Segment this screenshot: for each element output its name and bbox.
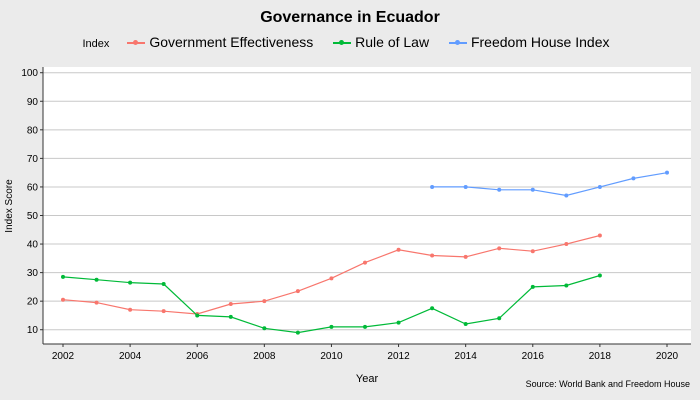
data-point-rule-of-law: [564, 283, 569, 288]
data-point-rule-of-law: [161, 282, 166, 287]
x-tick-label: 2008: [253, 351, 276, 362]
data-point-government-effectiveness: [463, 254, 468, 259]
data-point-government-effectiveness: [363, 260, 367, 265]
data-point-rule-of-law: [430, 306, 435, 311]
data-point-freedom-house-index: [530, 187, 535, 192]
y-tick-label: 40: [27, 240, 39, 251]
data-point-government-effectiveness: [497, 246, 502, 251]
series-government-effectiveness: [61, 233, 602, 317]
data-point-rule-of-law: [363, 324, 367, 329]
y-tick-label: 50: [27, 211, 39, 222]
legend-title: Index: [82, 38, 110, 50]
y-axis-label: Index Score: [4, 179, 15, 233]
legend-item-freedom-house-index: Freedom House Index: [448, 34, 610, 50]
x-axis-label: Year: [356, 373, 379, 385]
data-point-rule-of-law: [295, 330, 300, 335]
data-point-government-effectiveness: [228, 302, 233, 307]
x-tick-label: 2020: [656, 351, 679, 362]
data-point-rule-of-law: [94, 277, 99, 282]
data-point-government-effectiveness: [329, 276, 334, 281]
data-point-rule-of-law: [597, 273, 602, 278]
data-point-rule-of-law: [530, 284, 535, 289]
y-tick-label: 60: [27, 182, 39, 193]
data-point-rule-of-law: [497, 316, 502, 321]
x-tick-label: 2012: [387, 351, 410, 362]
legend-label: Freedom House Index: [470, 34, 610, 50]
axes: 10 20 30 40 50 60 70 80 90 100 2002 2004 2006 2008 201…: [21, 67, 691, 362]
data-point-rule-of-law: [61, 274, 65, 279]
x-tick-label: 2016: [522, 351, 545, 362]
x-tick-label: 2004: [119, 351, 142, 362]
y-tick-label: 10: [27, 325, 39, 336]
legend: Index Government Effectiveness Rule of L…: [0, 34, 700, 50]
data-point-rule-of-law: [463, 322, 468, 327]
data-point-rule-of-law: [128, 280, 133, 285]
data-point-freedom-house-index: [665, 170, 669, 175]
data-point-rule-of-law: [195, 313, 200, 318]
series-rule-of-law: [61, 273, 602, 335]
legend-item-rule-of-law: Rule of Law: [333, 34, 429, 50]
data-point-government-effectiveness: [396, 247, 401, 252]
chart-title: Governance in Ecuador: [260, 9, 440, 26]
data-point-government-effectiveness: [262, 299, 267, 304]
y-tick-label: 90: [27, 97, 39, 108]
data-point-government-effectiveness: [295, 289, 300, 294]
data-point-freedom-house-index: [631, 176, 636, 181]
y-tick-label: 80: [27, 125, 39, 136]
y-tick-label: 20: [27, 297, 39, 308]
legend-label: Government Effectiveness: [149, 34, 314, 50]
data-point-government-effectiveness: [597, 233, 602, 238]
data-point-freedom-house-index: [564, 193, 569, 198]
data-point-government-effectiveness: [564, 242, 569, 247]
y-tick-label: 100: [21, 68, 38, 79]
x-tick-label: 2018: [589, 351, 612, 362]
data-point-government-effectiveness: [61, 297, 65, 302]
data-point-rule-of-law: [329, 324, 334, 329]
source-note: Source: World Bank and Freedom House: [525, 379, 690, 389]
x-tick-label: 2002: [52, 351, 75, 362]
legend-key: [127, 38, 146, 48]
data-point-government-effectiveness: [94, 300, 99, 305]
data-point-government-effectiveness: [430, 253, 435, 258]
data-point-rule-of-law: [228, 314, 233, 319]
data-point-government-effectiveness: [161, 309, 166, 314]
data-point-freedom-house-index: [463, 184, 468, 189]
x-tick-label: 2014: [455, 351, 478, 362]
legend-label: Rule of Law: [355, 34, 430, 50]
series-layer: [61, 170, 669, 335]
x-tick-label: 2010: [320, 351, 343, 362]
data-point-government-effectiveness: [530, 249, 535, 254]
y-tick-label: 30: [27, 268, 39, 279]
data-point-freedom-house-index: [497, 187, 502, 192]
y-tick-label: 70: [27, 154, 39, 165]
plot-background: [43, 67, 691, 344]
grid: [43, 72, 691, 331]
data-point-government-effectiveness: [128, 307, 133, 312]
data-point-freedom-house-index: [597, 184, 602, 189]
series-freedom-house-index: [430, 170, 669, 198]
x-tick-label: 2006: [186, 351, 209, 362]
legend-key: [448, 38, 467, 48]
legend-key: [333, 38, 352, 48]
legend-item-government-effectiveness: Government Effectiveness: [127, 34, 313, 50]
data-point-freedom-house-index: [430, 184, 435, 189]
series-line-freedom-house-index: [432, 172, 668, 197]
data-point-rule-of-law: [262, 326, 267, 331]
data-point-rule-of-law: [396, 320, 401, 325]
